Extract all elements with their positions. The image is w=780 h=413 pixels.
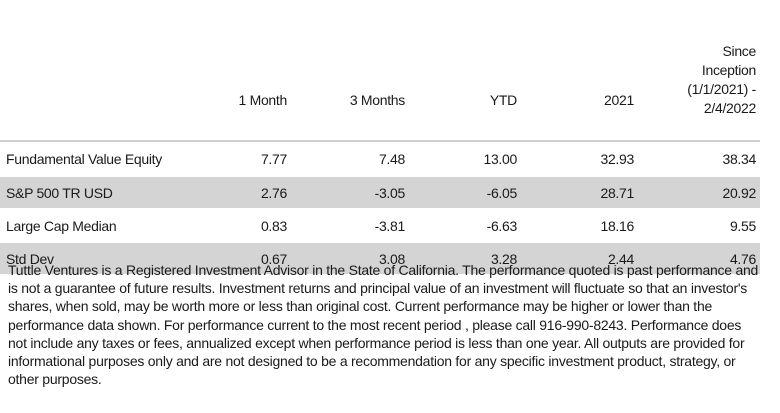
cell-since-inception: 4.76 bbox=[638, 242, 760, 276]
header-since-line-3: (1/1/2021) - bbox=[687, 81, 756, 97]
cell-2021: 32.93 bbox=[521, 141, 638, 177]
cell-1-month: 0.67 bbox=[190, 242, 291, 276]
table-row: S&P 500 TR USD 2.76 -3.05 -6.05 28.71 20… bbox=[0, 176, 760, 210]
cell-since-inception: 20.92 bbox=[638, 176, 760, 210]
disclaimer-text: Tuttle Ventures is a Registered Investme… bbox=[8, 262, 759, 388]
header-ytd: YTD bbox=[489, 92, 517, 108]
header-since-inception: Since Inception (1/1/2021) - 2/4/2022 bbox=[638, 0, 760, 141]
cell-2021: 2.44 bbox=[521, 242, 638, 276]
header-since-line-4: 2/4/2022 bbox=[703, 100, 756, 116]
header-2021: 2021 bbox=[604, 92, 634, 108]
cell-3-months: -3.81 bbox=[291, 209, 409, 243]
performance-table: 1 Month 3 Months YTD 2021 Since Inceptio… bbox=[0, 0, 760, 276]
row-name: S&P 500 TR USD bbox=[0, 176, 190, 210]
cell-2021: 28.71 bbox=[521, 176, 638, 210]
header-since-line-2: Inception bbox=[701, 62, 756, 78]
header-3-months: 3 Months bbox=[349, 92, 405, 108]
header-since-line-1: Since bbox=[722, 43, 756, 59]
cell-since-inception: 9.55 bbox=[638, 209, 760, 243]
cell-2021: 18.16 bbox=[521, 209, 638, 243]
table-row: Std Dev 0.67 3.08 3.28 2.44 4.76 bbox=[0, 242, 760, 276]
cell-3-months: -3.05 bbox=[291, 176, 409, 210]
cell-ytd: 13.00 bbox=[409, 141, 521, 177]
cell-ytd: -6.05 bbox=[409, 176, 521, 210]
row-name: Large Cap Median bbox=[0, 209, 190, 243]
header-name bbox=[0, 0, 190, 141]
row-name: Std Dev bbox=[0, 242, 190, 276]
cell-since-inception: 38.34 bbox=[638, 141, 760, 177]
cell-3-months: 3.08 bbox=[291, 242, 409, 276]
cell-ytd: -6.63 bbox=[409, 209, 521, 243]
table-row: Fundamental Value Equity 7.77 7.48 13.00… bbox=[0, 141, 760, 177]
row-name: Fundamental Value Equity bbox=[0, 141, 190, 177]
header-1-month: 1 Month bbox=[238, 92, 288, 108]
cell-1-month: 7.77 bbox=[190, 141, 291, 177]
cell-1-month: 0.83 bbox=[190, 209, 291, 243]
table-row: Large Cap Median 0.83 -3.81 -6.63 18.16 … bbox=[0, 209, 760, 243]
cell-3-months: 7.48 bbox=[291, 141, 409, 177]
cell-ytd: 3.28 bbox=[409, 242, 521, 276]
cell-1-month: 2.76 bbox=[190, 176, 291, 210]
header-row: 1 Month 3 Months YTD 2021 Since Inceptio… bbox=[0, 0, 760, 141]
